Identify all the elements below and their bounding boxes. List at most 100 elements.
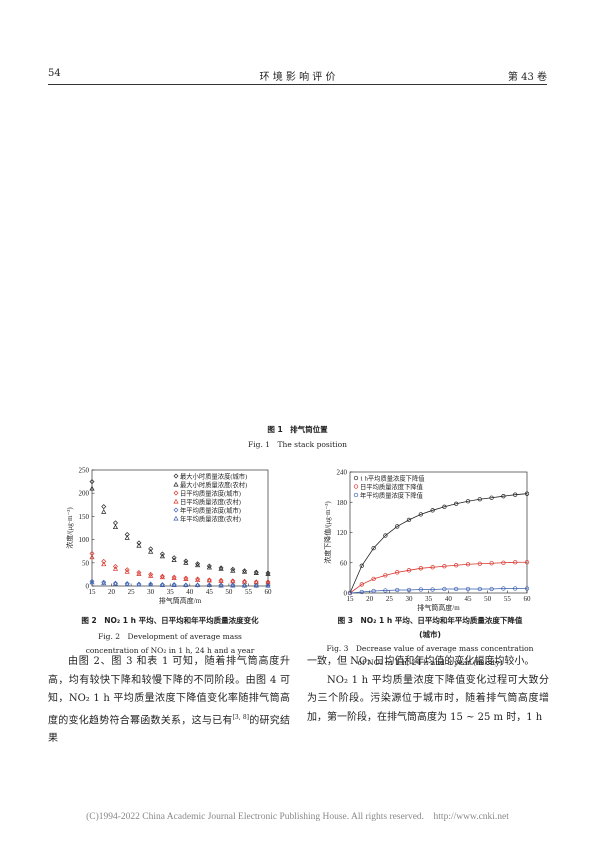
footer: (C)1994-2022 China Academic Journal Elec… — [86, 812, 509, 822]
y-tick-label: 180 — [337, 499, 348, 507]
marker — [183, 575, 189, 581]
marker — [206, 582, 212, 588]
x-tick-label: 20 — [108, 588, 116, 596]
legend-label: 年平均质量浓度(农村) — [180, 514, 241, 523]
marker — [253, 583, 259, 589]
marker — [89, 579, 95, 585]
x-tick-label: 25 — [386, 595, 394, 603]
marker — [371, 576, 376, 582]
marker — [489, 561, 494, 566]
marker — [206, 564, 212, 570]
x-tick-label: 40 — [186, 588, 194, 596]
x-tick-label: 15 — [89, 588, 97, 596]
x-tick-label: 30 — [406, 595, 414, 603]
marker — [101, 580, 107, 586]
marker — [241, 582, 248, 588]
paragraph: NO₂ 1 h 平均质量浓度下降值变化过程可大致分为三个阶段。污染源位于城市时，… — [307, 674, 549, 723]
marker — [383, 588, 388, 593]
marker — [477, 586, 482, 592]
marker — [465, 499, 471, 504]
x-tick-label: 30 — [147, 588, 155, 596]
marker — [430, 565, 435, 570]
marker — [183, 576, 189, 581]
marker — [353, 484, 359, 489]
marker — [136, 571, 142, 576]
marker — [218, 582, 224, 588]
y-tick-label: 50 — [82, 559, 90, 567]
journal: 环 境 影 响 评 价 — [259, 72, 336, 83]
header-rule — [48, 84, 547, 85]
marker — [136, 540, 142, 546]
marker — [136, 581, 142, 587]
marker — [353, 475, 359, 481]
marker — [206, 577, 212, 583]
marker — [501, 586, 506, 591]
marker — [513, 560, 518, 565]
volume: 第 43 卷 — [507, 72, 547, 83]
marker — [112, 524, 119, 530]
marker — [442, 504, 447, 509]
marker — [195, 582, 201, 588]
marker — [171, 574, 177, 580]
marker — [371, 588, 376, 594]
marker — [124, 532, 130, 537]
marker — [418, 566, 423, 571]
marker — [183, 582, 189, 588]
marker — [112, 566, 119, 571]
page-number: 54 — [48, 68, 61, 79]
y-tick-label: 100 — [79, 536, 90, 544]
marker — [124, 567, 130, 573]
marker — [253, 569, 259, 575]
marker — [265, 582, 271, 588]
marker — [173, 473, 179, 479]
marker — [353, 492, 359, 498]
fig2-caption: 图 2 NO₂ 1 h 平均、日平均和年平均质量浓度变化 — [81, 616, 259, 625]
marker — [136, 542, 142, 548]
marker — [171, 555, 177, 561]
marker — [265, 583, 271, 589]
legend-label: 日平均质量浓度(农村) — [180, 497, 241, 506]
marker — [383, 573, 388, 578]
y-axis-label: 浓度下降值/(μg·m⁻³) — [323, 501, 332, 564]
marker — [206, 582, 212, 588]
marker — [159, 573, 165, 579]
series-line — [349, 561, 527, 594]
plot-frame — [91, 469, 269, 587]
marker — [173, 498, 179, 504]
marker — [101, 504, 107, 510]
x-tick-label: 25 — [128, 588, 136, 596]
marker — [101, 579, 107, 585]
marker — [454, 501, 459, 506]
x-tick-label: 60 — [524, 595, 532, 603]
marker — [418, 587, 423, 592]
marker — [171, 575, 177, 581]
marker — [395, 524, 400, 529]
chart: 15 20 25 30 35 40 45 50 55 60 0 60 120 180 240 排气筒高度/m 浓… — [323, 469, 532, 613]
marker — [501, 494, 506, 499]
marker — [195, 561, 201, 567]
marker — [430, 508, 435, 513]
marker — [218, 566, 224, 571]
marker — [418, 512, 423, 517]
y-axis-label: 浓度/(μg·m⁻³) — [65, 507, 74, 549]
y-tick-label: 200 — [79, 490, 90, 498]
marker — [195, 577, 201, 582]
marker — [124, 535, 130, 540]
legend-label: 日平均质量浓度下降值 — [360, 482, 424, 491]
chart: 15 20 25 30 35 40 45 50 55 60 0 50 100 150 200 250 排气筒高度… — [65, 467, 272, 606]
marker — [395, 587, 400, 593]
marker — [89, 485, 95, 491]
marker — [513, 586, 518, 591]
fig2-caption-en: Fig. 2 Development of average mass conce… — [85, 632, 255, 655]
marker — [359, 563, 364, 568]
paragraph: 一致，但 NO₂ 日均值和年均值的变化幅度均较小。 — [307, 656, 535, 667]
marker — [371, 545, 376, 551]
marker — [148, 546, 154, 552]
x-axis-label: 排气筒高度/m — [159, 596, 202, 605]
y-tick-label: 250 — [79, 467, 90, 475]
marker — [159, 574, 165, 580]
fig1-caption: 图 1 排气筒位置 — [267, 425, 328, 434]
marker — [347, 590, 353, 596]
marker — [159, 551, 165, 557]
marker — [253, 570, 259, 575]
